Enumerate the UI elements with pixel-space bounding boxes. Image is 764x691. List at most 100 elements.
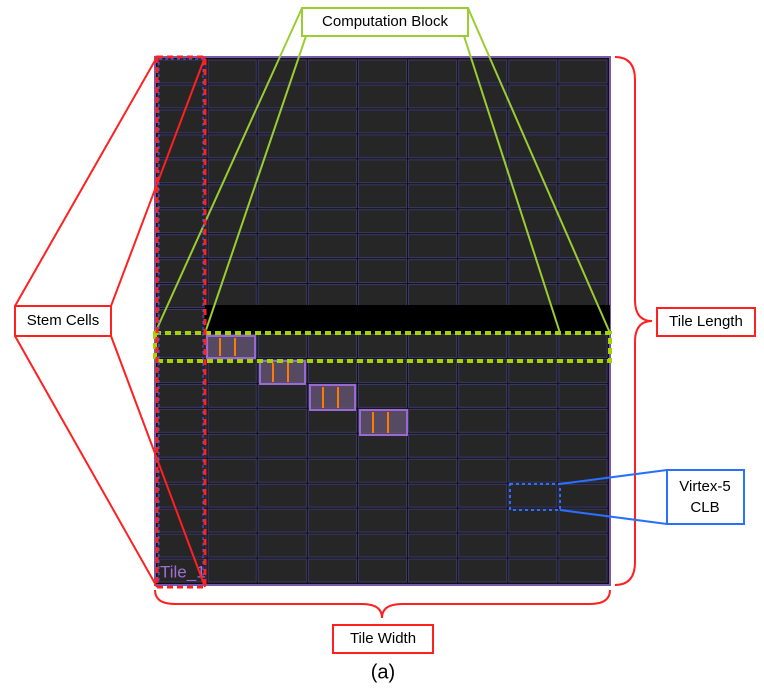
cell (509, 384, 557, 407)
cell (509, 434, 557, 457)
cell (158, 210, 206, 233)
cell (258, 235, 306, 258)
computation-cell (207, 336, 255, 358)
cell (258, 509, 306, 532)
cell (308, 459, 356, 482)
cell (208, 384, 256, 407)
cell (559, 110, 607, 133)
cell (308, 559, 356, 582)
cell (409, 160, 457, 183)
computation-cell (310, 385, 355, 410)
black-band (205, 305, 610, 333)
cell (258, 260, 306, 283)
cell (409, 334, 457, 357)
cell (358, 60, 406, 83)
cell (308, 334, 356, 357)
cell (258, 434, 306, 457)
cell (509, 559, 557, 582)
cell (509, 409, 557, 432)
cell (459, 434, 507, 457)
cell (409, 85, 457, 108)
cell (409, 434, 457, 457)
cell (308, 509, 356, 532)
cell (258, 160, 306, 183)
cell (409, 409, 457, 432)
cell (158, 534, 206, 557)
cell (358, 210, 406, 233)
cell (459, 409, 507, 432)
cell (559, 185, 607, 208)
cell (308, 484, 356, 507)
cell (409, 484, 457, 507)
cell (258, 409, 306, 432)
cell (208, 260, 256, 283)
cell (258, 285, 306, 308)
cell (158, 85, 206, 108)
cell (208, 484, 256, 507)
cell (258, 60, 306, 83)
cell (358, 559, 406, 582)
cell (158, 110, 206, 133)
cell (258, 559, 306, 582)
cell (459, 334, 507, 357)
cell (308, 160, 356, 183)
cell (308, 110, 356, 133)
cell (409, 384, 457, 407)
cell (459, 559, 507, 582)
cell (208, 534, 256, 557)
cell (409, 60, 457, 83)
cell (509, 110, 557, 133)
cell (308, 534, 356, 557)
cell (459, 235, 507, 258)
cell (358, 235, 406, 258)
cell (358, 484, 406, 507)
cell (559, 409, 607, 432)
stem-cells-label: Stem Cells (27, 312, 100, 329)
cell (158, 409, 206, 432)
cell (358, 110, 406, 133)
cell (559, 285, 607, 308)
cell (459, 160, 507, 183)
clb-label: Virtex-5 (679, 478, 730, 495)
cell (559, 434, 607, 457)
cell (158, 484, 206, 507)
cell (509, 60, 557, 83)
cell (459, 185, 507, 208)
cell (559, 235, 607, 258)
cell (358, 160, 406, 183)
cell (409, 285, 457, 308)
cell (308, 60, 356, 83)
cell (559, 210, 607, 233)
cell (409, 559, 457, 582)
cell (258, 185, 306, 208)
width-brace (155, 590, 610, 618)
tile-length-label: Tile Length (669, 313, 743, 330)
cell (459, 260, 507, 283)
cell (358, 135, 406, 158)
cell (559, 85, 607, 108)
length-brace (615, 57, 652, 585)
cell (308, 260, 356, 283)
cell (509, 484, 557, 507)
cell (258, 384, 306, 407)
cell (559, 559, 607, 582)
computation-block-label: Computation Block (322, 13, 448, 30)
cell (208, 85, 256, 108)
cell (459, 484, 507, 507)
cell (158, 185, 206, 208)
cell (358, 334, 406, 357)
cell (459, 509, 507, 532)
cell (208, 110, 256, 133)
cell (258, 210, 306, 233)
cell (258, 459, 306, 482)
cell (509, 509, 557, 532)
cell (358, 509, 406, 532)
cell (258, 334, 306, 357)
cell (308, 434, 356, 457)
cell (258, 110, 306, 133)
cell (358, 384, 406, 407)
cell (409, 235, 457, 258)
cell (459, 459, 507, 482)
cell (208, 459, 256, 482)
cell (509, 85, 557, 108)
